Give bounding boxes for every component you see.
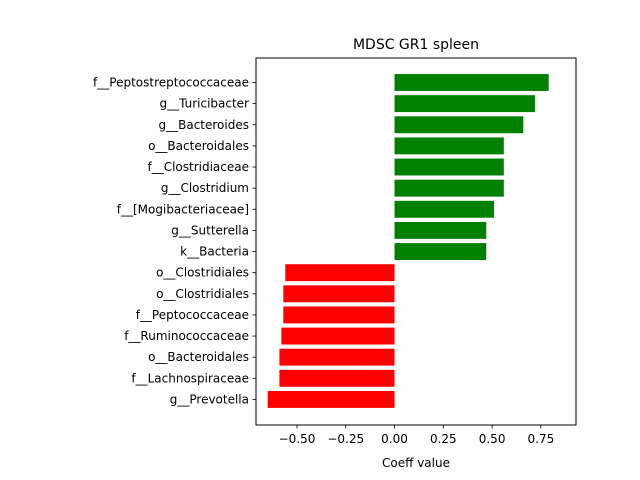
y-tick-label: o__Bacteroidales: [148, 350, 249, 364]
bar: [283, 306, 395, 324]
x-tick-label: −0.50: [279, 432, 316, 446]
y-tick-label: g__Prevotella: [170, 392, 249, 406]
y-tick-labels: f__Peptostreptococcaceae g__Turicibacterg…: [93, 76, 256, 406]
x-axis-label: Coeff value: [382, 456, 450, 470]
y-tick-label: g__Clostridium: [161, 181, 249, 195]
y-tick-label: f__Clostridiaceae: [147, 160, 249, 174]
bar: [394, 221, 487, 239]
y-tick-label: f__[Mogibacteriaceae]: [117, 202, 249, 216]
bar: [394, 116, 524, 134]
x-tick-label: 0.25: [430, 432, 457, 446]
y-tick-label: f__Lachnospiraceae: [131, 371, 249, 385]
bar: [394, 95, 536, 113]
bar: [283, 285, 395, 303]
axes-frame: [255, 57, 577, 426]
bar: [394, 74, 549, 91]
y-tick-label: g__Bacteroides: [159, 118, 250, 132]
bar: [394, 200, 495, 218]
bar: [279, 369, 395, 387]
bar: [394, 179, 504, 197]
y-tick-label: o__Bacteroidales: [148, 139, 249, 153]
y-tick-label: f__Ruminococcaceae: [124, 329, 249, 343]
bar: [394, 243, 487, 260]
chart-title: MDSC GR1 spleen: [353, 37, 479, 53]
bars-group: [267, 74, 549, 408]
x-ticks: −0.50 −0.25 0.00 0.25 0.50 0.75: [279, 425, 555, 446]
x-tick-label: 0.75: [528, 432, 555, 446]
bar: [279, 348, 395, 366]
y-tick-label: f__Peptostreptococcaceae: [93, 76, 249, 90]
bar: [267, 391, 395, 408]
x-tick-label: −0.25: [327, 432, 364, 446]
x-tick-label: 0.00: [381, 432, 408, 446]
bar: [285, 264, 395, 282]
y-tick-label: k__Bacteria: [180, 245, 249, 259]
y-tick-label: o__Clostridiales: [156, 287, 249, 301]
bar: [281, 327, 395, 345]
y-tick-label: g__Sutterella: [171, 223, 249, 237]
y-tick-label: g__Turicibacter: [159, 97, 249, 111]
x-tick-label: 0.50: [479, 432, 506, 446]
bar: [394, 137, 504, 155]
y-tick-label: f__Peptococcaceae: [136, 308, 249, 322]
bar: [394, 158, 504, 176]
y-tick-label: o__Clostridiales: [156, 266, 249, 280]
